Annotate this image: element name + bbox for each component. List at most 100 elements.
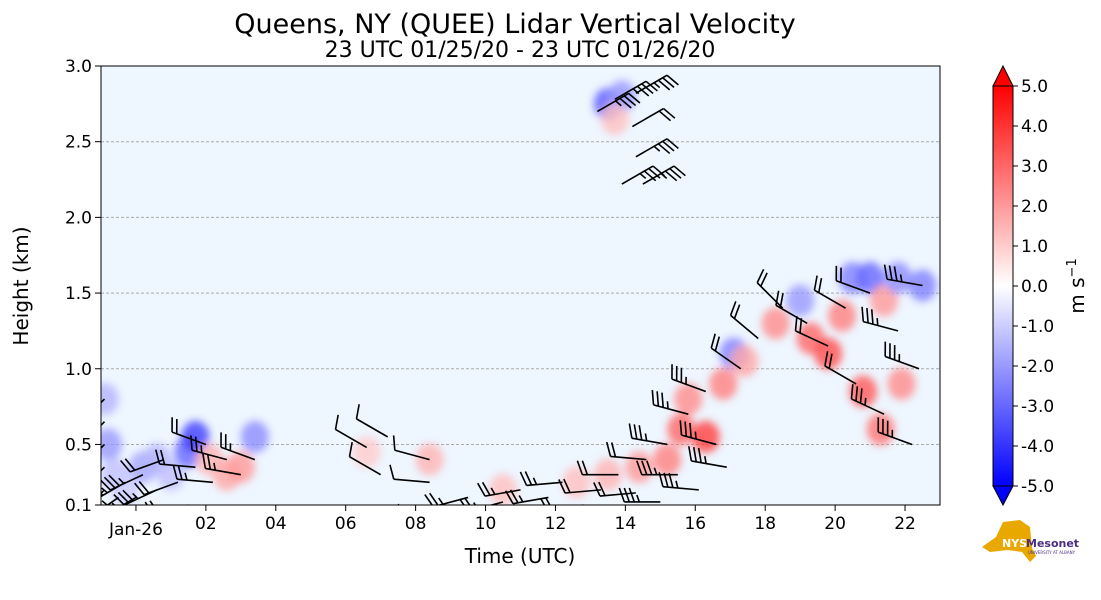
barb-half [213, 462, 217, 471]
x-tick-label: 10 [475, 514, 497, 534]
barb-flag [138, 480, 150, 494]
velocity-patch [786, 284, 815, 317]
barb-flag [669, 167, 682, 179]
barb-flag [638, 425, 643, 441]
barb-half [101, 487, 108, 494]
barb-flag [729, 301, 737, 316]
y-axis: 0.1 0.5 1.0 1.5 2.0 2.5 3.0 [65, 57, 101, 516]
barb-flag [459, 498, 465, 505]
barb-flag [641, 83, 654, 95]
wind-barb [884, 341, 920, 370]
wind-barbs [69, 74, 923, 505]
colorbar-tick-label: 0.0 [1021, 277, 1048, 297]
plot-area [101, 66, 940, 505]
wind-barb [392, 435, 430, 461]
wind-barb [729, 301, 759, 340]
x-tick-label: 04 [265, 514, 287, 534]
velocity-patch [849, 375, 878, 408]
barb-flag [172, 464, 178, 480]
wind-barb [144, 500, 189, 505]
barb-half [653, 467, 658, 475]
barb-flag [618, 487, 626, 503]
wind-barb [519, 471, 563, 487]
barb-flag [598, 481, 606, 496]
barb-half [639, 172, 647, 179]
barb-flag [69, 415, 82, 421]
logo-mesonet: Mesonet [1026, 537, 1079, 550]
barb-flag [893, 266, 898, 282]
x-tick-label: 20 [824, 514, 846, 534]
barb-half [615, 100, 622, 107]
barb-half [111, 502, 116, 505]
barb-half [490, 487, 496, 495]
velocity-patch [884, 261, 913, 294]
barb-staff [191, 449, 228, 461]
barb-flag [866, 308, 869, 323]
barb-staff [171, 431, 207, 446]
barb-flag [190, 435, 193, 451]
barb-flag [633, 424, 638, 440]
plot-frame [100, 65, 941, 506]
barb-flag [207, 454, 212, 470]
barb-flag [870, 309, 874, 325]
wind-barb [635, 138, 679, 158]
barb-flag [684, 421, 688, 437]
barb-flag [661, 392, 664, 408]
barb-staff [671, 378, 707, 393]
barb-flag [623, 95, 637, 107]
colorbar-tick-label: -4.0 [1021, 437, 1054, 457]
colorbar-tick-label: -2.0 [1021, 357, 1054, 377]
barb-flag [544, 497, 551, 505]
velocity-patch [761, 307, 790, 340]
barb-staff [631, 437, 668, 446]
colorbar-tick-label: 2.0 [1021, 197, 1048, 217]
logo-nys: NYS [1002, 537, 1027, 550]
barb-flag [581, 460, 589, 475]
velocity-patch [226, 451, 255, 484]
barb-staff [394, 449, 430, 461]
wind-barb [348, 441, 382, 476]
colorbar-tick-label: 1.0 [1021, 237, 1048, 257]
barb-flag [623, 487, 631, 503]
barb-flag [463, 497, 471, 505]
barb-flag [593, 482, 601, 497]
velocity-patch [709, 367, 738, 400]
colorbar-tick-label: 4.0 [1021, 117, 1048, 137]
wind-barb [476, 481, 521, 497]
barb-flag [697, 447, 702, 463]
x-tick-label: Jan-26 [108, 520, 163, 540]
velocity-patch [600, 102, 629, 135]
wind-barb [558, 478, 601, 494]
barb-flag [113, 493, 125, 505]
barb-flag [605, 441, 612, 457]
colorbar-label: m s−1 [1065, 258, 1089, 313]
barb-flag [636, 85, 650, 97]
velocity-patch [870, 284, 899, 317]
velocity-patch [240, 420, 269, 453]
barb-flag [392, 435, 396, 451]
barb-half [636, 494, 641, 503]
barb-staff [614, 80, 647, 100]
velocity-patch [101, 383, 119, 416]
barb-staff [730, 314, 759, 340]
barb-flag [563, 478, 571, 493]
barb-flag [651, 389, 655, 405]
barb-flag [663, 107, 676, 119]
barb-flag [714, 336, 721, 352]
barb-staff [220, 446, 256, 461]
x-tick-label: 22 [894, 514, 916, 534]
wind-barb [794, 315, 829, 347]
wind-barb [202, 453, 241, 476]
barb-staff [159, 463, 196, 468]
barb-flag [710, 333, 716, 349]
barb-staff [121, 496, 137, 505]
velocity-patch [352, 436, 381, 469]
barb-flag [108, 474, 120, 487]
nys-mesonet-logo: NYS Mesonet UNIVERSITY AT ALBANY [982, 520, 1079, 562]
wind-barb [688, 446, 727, 468]
barb-flag [813, 275, 818, 291]
y-tick-label: 2.5 [65, 133, 92, 153]
wind-barb [861, 306, 899, 332]
barb-flag [641, 460, 648, 475]
